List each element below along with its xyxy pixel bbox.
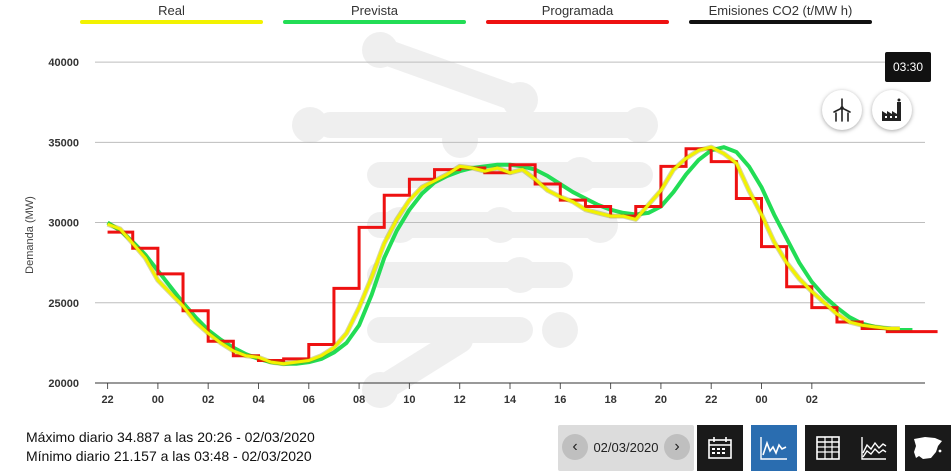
- y-tick-label: 30000: [48, 218, 79, 230]
- x-tick-label: 14: [504, 394, 517, 406]
- daily-max-text: Máximo diario 34.887 a las 20:26 - 02/03…: [26, 429, 315, 445]
- watermark-logo: [292, 32, 658, 408]
- x-tick-label: 12: [454, 394, 466, 406]
- date-picker: ‹ 02/03/2020 ›: [558, 425, 694, 471]
- x-tick-label: 02: [806, 394, 818, 406]
- chart-legend: Real Prevista Programada Emisiones CO2 (…: [0, 0, 951, 26]
- y-tick-label: 40000: [48, 57, 79, 69]
- watermark-dot: [502, 257, 538, 293]
- watermark-dot: [362, 32, 398, 68]
- calendar-icon: [708, 437, 732, 459]
- chevron-left-icon: ‹: [572, 438, 578, 455]
- x-axis-ticks: 22 00 02 04 06 08 10 12 14 16 18 20 22 00 02: [95, 382, 925, 406]
- legend-label: Real: [158, 3, 185, 18]
- x-tick-label: 06: [303, 394, 315, 406]
- watermark-dot: [292, 107, 328, 143]
- y-tick-label: 20000: [48, 378, 79, 390]
- next-date-button[interactable]: ›: [664, 434, 690, 460]
- table-button[interactable]: [805, 425, 851, 471]
- y-tick-label: 35000: [48, 137, 79, 149]
- legend-item-emisiones[interactable]: Emisiones CO2 (t/MW h): [689, 0, 872, 26]
- chevron-right-icon: ›: [674, 438, 680, 455]
- legend-swatch: [283, 20, 466, 24]
- legend-label: Prevista: [351, 3, 398, 18]
- factory-icon: [882, 98, 901, 121]
- y-axis-ticks: 20000 25000 30000 35000 40000: [48, 57, 79, 390]
- y-tick-label: 25000: [48, 298, 79, 310]
- watermark-dot: [482, 207, 518, 243]
- x-tick-label: 20: [655, 394, 667, 406]
- x-tick-label: 04: [252, 394, 265, 406]
- x-tick-label: 00: [755, 394, 767, 406]
- x-tick-label: 00: [152, 394, 164, 406]
- x-tick-label: 18: [604, 394, 616, 406]
- x-tick-label: 08: [353, 394, 365, 406]
- watermark-dot: [622, 107, 658, 143]
- wind-turbine-icon: [833, 98, 851, 122]
- date-value[interactable]: 02/03/2020: [593, 440, 659, 455]
- x-tick-label: 22: [101, 394, 113, 406]
- legend-label: Programada: [541, 3, 614, 18]
- table-icon: [816, 436, 840, 460]
- legend-label: Emisiones CO2 (t/MW h): [708, 3, 853, 18]
- legend-swatch: [80, 20, 263, 24]
- watermark-dot: [562, 157, 598, 193]
- x-tick-label: 22: [705, 394, 717, 406]
- x-tick-label: 16: [554, 394, 566, 406]
- chart-series: [106, 144, 938, 367]
- y-axis-label: Demanda (MW): [24, 196, 36, 274]
- watermark-dot: [442, 122, 478, 158]
- wind-turbine-button[interactable]: [822, 90, 862, 130]
- watermark-dot: [502, 82, 538, 118]
- line-chart-icon: [760, 437, 787, 460]
- daily-min-text: Mínimo diario 21.157 a las 03:48 - 02/03…: [26, 448, 312, 464]
- area-chart-button[interactable]: [851, 425, 897, 471]
- line-chart-button[interactable]: [751, 425, 797, 471]
- legend-item-prevista[interactable]: Prevista: [283, 0, 466, 26]
- calendar-button[interactable]: [697, 425, 743, 471]
- legend-swatch: [486, 20, 669, 24]
- time-tooltip: 03:30: [885, 52, 931, 82]
- area-chart-icon: [861, 437, 887, 460]
- spain-map-icon: [914, 437, 942, 459]
- daily-stats: Máximo diario 34.887 a las 20:26 - 02/03…: [26, 428, 315, 466]
- spain-map-button[interactable]: [905, 425, 951, 471]
- watermark-dot: [542, 312, 578, 348]
- watermark-stroke: [367, 37, 533, 113]
- x-tick-label: 10: [403, 394, 415, 406]
- series-line-real: [107, 145, 900, 366]
- factory-button[interactable]: [872, 90, 912, 130]
- demand-line-chart: 20000 25000 30000 35000 40000 22 00 02 04 06 08 10…: [24, 32, 938, 408]
- legend-item-programada[interactable]: Programada: [486, 0, 669, 26]
- legend-swatch: [689, 20, 872, 24]
- prev-date-button[interactable]: ‹: [562, 434, 588, 460]
- x-tick-label: 02: [202, 394, 214, 406]
- legend-item-real[interactable]: Real: [80, 0, 263, 26]
- watermark-dot: [362, 372, 398, 408]
